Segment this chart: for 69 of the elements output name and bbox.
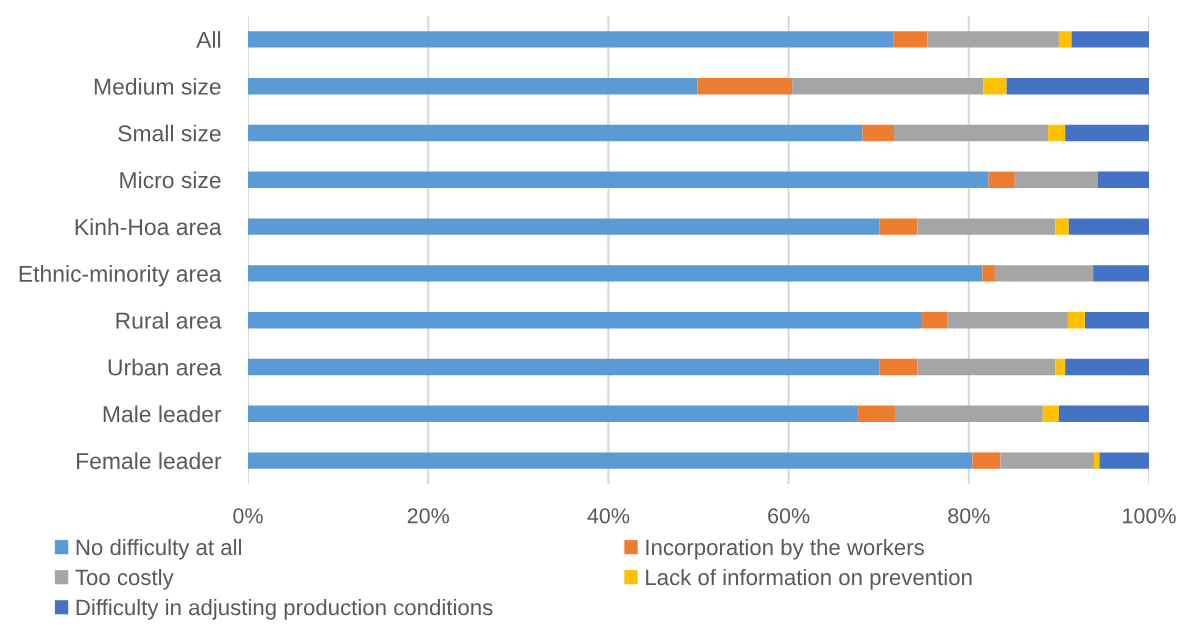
x-tick-label: 20% [407, 508, 449, 524]
bar [1067, 312, 1086, 329]
bar [248, 124, 863, 142]
bar [792, 78, 984, 95]
bar [994, 265, 1094, 282]
bar [983, 78, 1007, 95]
x-tick-label: 100% [1123, 508, 1176, 524]
bar [1065, 358, 1149, 376]
x-tick-label: 0% [233, 508, 263, 524]
y-tick-label: Micro size [120, 171, 221, 189]
bar [894, 124, 1049, 142]
x-tick-label: 80% [948, 508, 990, 524]
bar [927, 31, 1059, 48]
bar [894, 405, 1043, 422]
bar [1055, 358, 1066, 376]
bar [1006, 78, 1149, 95]
bar [1048, 124, 1066, 142]
bar [697, 78, 793, 95]
bar [248, 405, 858, 422]
bar [1071, 31, 1149, 48]
bar [1042, 405, 1059, 422]
bar [1055, 218, 1069, 235]
bar [893, 31, 928, 48]
bar [1058, 405, 1149, 422]
y-tick-label: Urban area [108, 358, 222, 376]
legend-label: Too costly [75, 568, 174, 590]
y-tick-label: Rural area [116, 311, 222, 329]
bar [988, 171, 1015, 188]
y-tick-label: Small size [118, 124, 221, 142]
bar [248, 312, 922, 329]
bar [248, 265, 983, 282]
bar [248, 171, 989, 188]
bar [248, 218, 880, 235]
bar [248, 358, 880, 376]
bar [921, 312, 948, 329]
y-tick-label: Medium size [94, 77, 221, 95]
bar [982, 265, 995, 282]
bar [1068, 218, 1149, 235]
bar [972, 452, 1001, 469]
y-tick-label: Ethnic-minority area [19, 265, 222, 287]
x-tick-label: 60% [768, 508, 810, 524]
bar [879, 358, 918, 376]
legend-label: Difficulty in adjusting production conditions [76, 598, 493, 620]
bar [1000, 452, 1095, 469]
x-tick-label: 40% [587, 508, 630, 524]
bar [248, 78, 698, 95]
bar [879, 218, 918, 235]
legend-label: Lack of information on prevention [646, 568, 972, 590]
bar [862, 124, 895, 142]
y-tick-label: Kinh-Hoa area [75, 218, 222, 236]
bar [1097, 171, 1149, 188]
bar [1058, 31, 1072, 48]
bar [1085, 312, 1149, 329]
bar [248, 31, 894, 48]
y-tick-label: All [196, 31, 221, 48]
bar [248, 452, 973, 469]
bar [1065, 124, 1149, 142]
bar [1094, 452, 1100, 469]
legend-label: Incorporation by the workers [646, 538, 924, 560]
bar [1093, 265, 1149, 282]
bar [947, 312, 1068, 329]
bar [917, 218, 1056, 235]
bar [857, 405, 895, 422]
legend-label: No difficulty at all [76, 538, 241, 560]
bar [1014, 171, 1098, 188]
bar [917, 358, 1056, 376]
bar [1099, 452, 1149, 469]
y-tick-label: Male leader [103, 405, 222, 423]
y-tick-label: Female leader [77, 452, 222, 470]
